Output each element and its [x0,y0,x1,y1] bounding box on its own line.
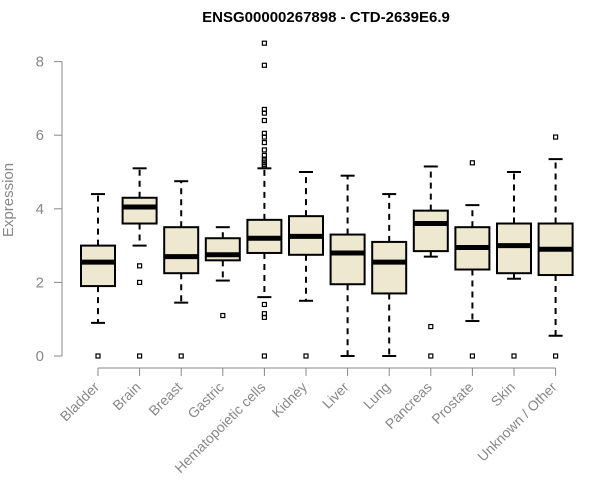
outlier-point [428,323,434,330]
box-pancreas [412,165,449,359]
x-tick-label: Kidney [269,379,311,421]
outlier-point [261,110,267,116]
iqr-box [371,240,408,295]
box-skin [496,171,532,359]
outlier-point [261,139,267,146]
outlier-point [469,160,475,166]
x-tick-label: Prostate [428,379,476,427]
outlier-point [261,62,267,68]
iqr-box [163,226,200,275]
iqr-box [80,244,116,288]
outlier-point [552,134,559,140]
x-tick-label: Breast [145,379,185,419]
chart-title: ENSG00000267898 - CTD-2639E6.9 [202,9,450,26]
y-tick-label: 4 [36,201,44,218]
x-tick-label: Liver [319,379,352,412]
box-bladder [80,193,116,359]
box-hematopoietic-cells [246,40,283,359]
outlier-point [261,163,267,170]
x-tick-label: Bladder [57,379,103,425]
outlier-point [220,312,226,319]
outlier-point [261,117,267,124]
plot-area [80,40,574,359]
outlier-point [137,263,143,269]
outlier-point [511,353,517,359]
outlier-point [261,40,267,46]
y-tick-label: 0 [36,348,44,365]
outlier-point [178,353,184,359]
box-gastric [204,226,241,319]
iqr-box [412,209,449,253]
box-kidney [288,171,324,359]
x-tick-label: Unknown / Other [474,379,560,465]
outlier-point [261,134,267,140]
outlier-point [428,353,434,359]
box-brain [121,167,158,359]
iqr-box [121,196,158,225]
y-axis-label: Expression [0,163,17,237]
x-tick-label: Brain [109,379,143,413]
outlier-point [261,314,267,320]
y-tick-label: 8 [36,54,44,71]
outlier-point [137,279,143,285]
iqr-box [496,222,532,275]
outlier-point [261,353,267,359]
box-liver [329,174,366,357]
outlier-point [261,147,267,153]
box-lung [371,193,408,357]
x-tick-label: Skin [488,379,519,410]
outlier-point [95,353,101,359]
outlier-point [303,353,309,359]
y-tick-label: 2 [36,274,44,291]
x-tick-label: Lung [360,379,393,412]
box-breast [163,180,200,359]
y-tick-label: 6 [36,127,44,144]
box-unknown-other [537,134,574,359]
outlier-point [469,353,475,359]
y-axis: 0 2 4 6 8 [36,54,63,365]
outlier-point [552,353,559,359]
outlier-point [261,301,267,308]
outlier-point [137,353,143,359]
iqr-box [329,233,366,286]
box-prostate [454,160,491,359]
